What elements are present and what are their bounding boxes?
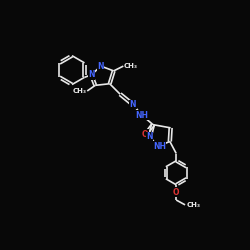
- Text: CH₃: CH₃: [72, 88, 86, 94]
- Text: N: N: [88, 70, 94, 80]
- Text: NH: NH: [153, 142, 166, 151]
- Text: O: O: [173, 188, 180, 196]
- Text: CH₃: CH₃: [124, 63, 138, 69]
- Text: N: N: [98, 62, 104, 70]
- Text: CH₃: CH₃: [186, 202, 200, 208]
- Text: N: N: [146, 132, 153, 141]
- Text: N: N: [130, 100, 136, 109]
- Text: O: O: [142, 130, 148, 139]
- Text: NH: NH: [135, 110, 148, 120]
